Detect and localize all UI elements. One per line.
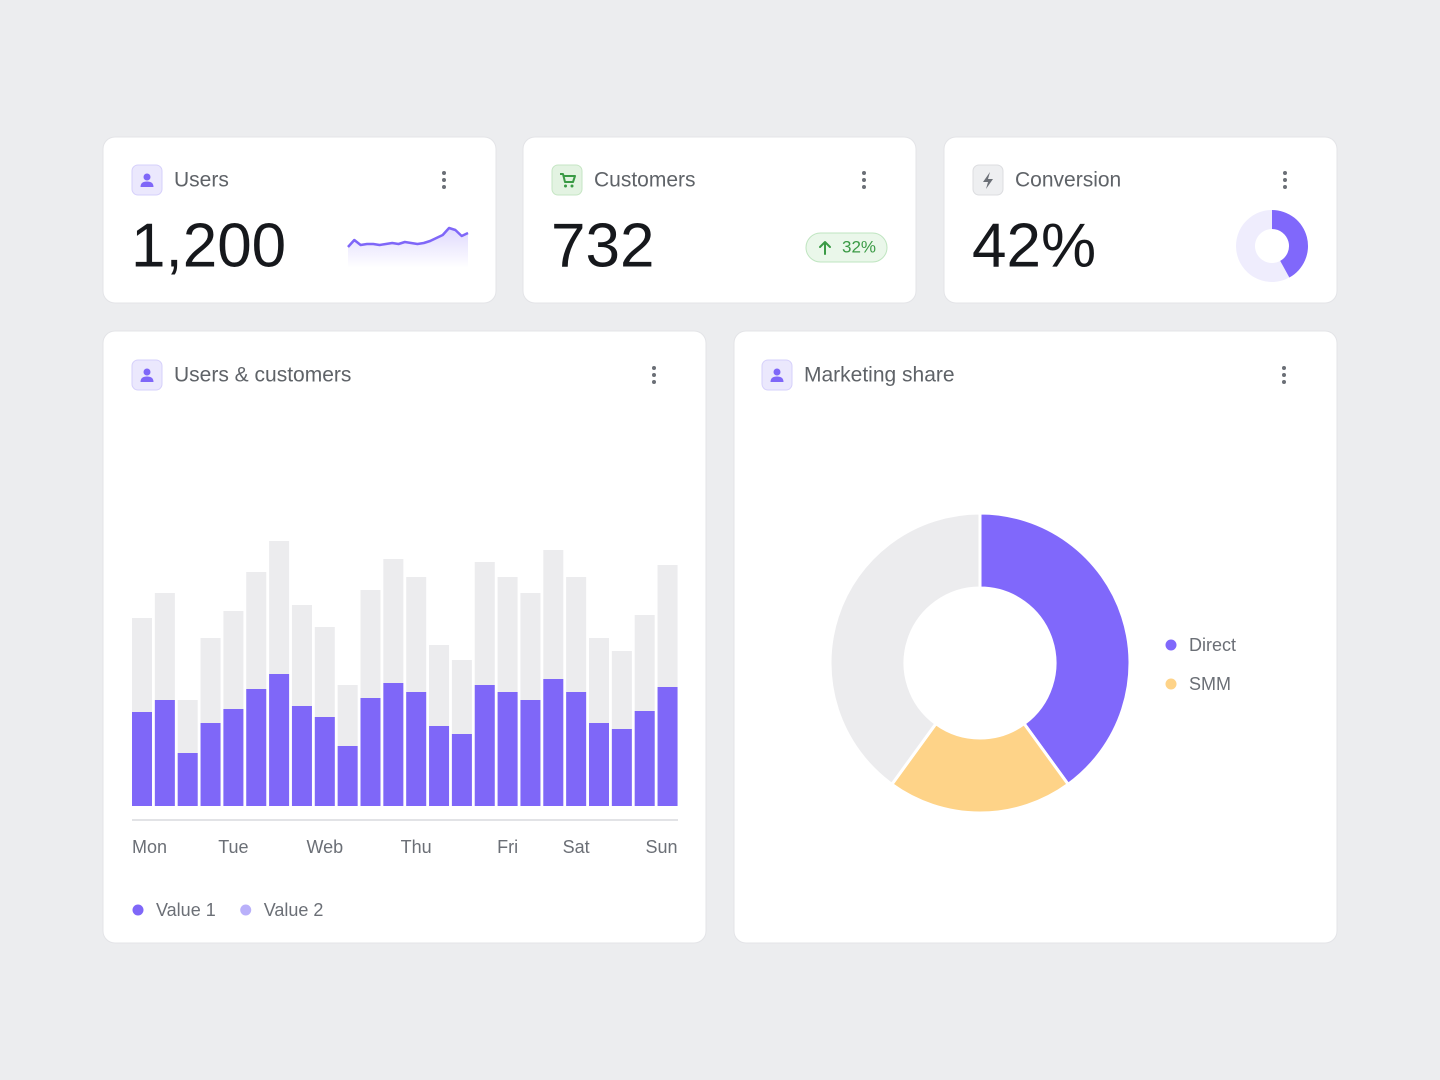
- icon-cart: [560, 173, 576, 183]
- bar: [314, 717, 335, 806]
- change-badge: [805, 232, 888, 263]
- kpi-value: 42%: [972, 211, 1096, 280]
- menu-button[interactable]: [1275, 166, 1295, 194]
- bar: [383, 683, 404, 806]
- bar: [269, 674, 290, 806]
- bar: [223, 709, 244, 806]
- icon-cart-wheel: [570, 184, 574, 188]
- icon-bg: [551, 164, 583, 196]
- legend-dot: [1165, 639, 1177, 651]
- card-title: Customers: [594, 169, 696, 192]
- bar: [291, 706, 312, 806]
- card-title: Users & customers: [174, 364, 351, 387]
- x-tick-label: Fri: [497, 837, 518, 857]
- icon-user-head: [143, 368, 151, 376]
- bar: [132, 712, 152, 806]
- donut-rest: [1236, 210, 1290, 282]
- bar: [246, 689, 267, 806]
- menu-dot: [442, 178, 446, 182]
- pie-slice: [889, 721, 1071, 815]
- bar: [657, 687, 678, 806]
- menu-dot: [1283, 185, 1287, 189]
- legend-dot: [132, 904, 144, 916]
- legend-dot: [240, 904, 252, 916]
- menu-button[interactable]: [434, 166, 454, 194]
- x-tick-label: Tue: [218, 837, 248, 857]
- bar: [360, 698, 381, 806]
- icon-user-head: [143, 173, 151, 181]
- bar: [543, 679, 564, 806]
- x-tick-label: Sat: [563, 837, 590, 857]
- menu-button[interactable]: [854, 166, 874, 194]
- icon-bolt: [983, 172, 993, 189]
- menu-dot: [1283, 178, 1287, 182]
- kpi-value: 732: [551, 211, 654, 280]
- icon-user-head: [773, 368, 781, 376]
- menu-dot: [1282, 373, 1286, 377]
- icon-user-body: [140, 181, 154, 187]
- menu-button[interactable]: [1274, 361, 1294, 389]
- menu-dot: [652, 380, 656, 384]
- bar: [200, 723, 221, 806]
- menu-dot: [652, 366, 656, 370]
- menu-dot: [862, 171, 866, 175]
- menu-dot: [1282, 380, 1286, 384]
- bar: [566, 692, 587, 806]
- bar: [497, 692, 518, 806]
- card-title: Conversion: [1015, 169, 1121, 192]
- bar: [406, 692, 427, 806]
- menu-dot: [862, 185, 866, 189]
- legend-label: Direct: [1189, 635, 1236, 655]
- bar: [520, 700, 541, 806]
- change-arrow: [819, 241, 831, 255]
- x-tick-label: Web: [306, 837, 343, 857]
- card: [733, 330, 1338, 944]
- bar: [634, 711, 655, 806]
- legend-label: Value 1: [156, 900, 216, 920]
- icon-user-body: [140, 376, 154, 382]
- legend-dot: [1165, 678, 1177, 690]
- menu-dot: [652, 373, 656, 377]
- icon-cart-wheel: [564, 184, 567, 188]
- x-tick-label: Sun: [646, 837, 678, 857]
- menu-dot: [442, 185, 446, 189]
- menu-dot: [1282, 366, 1286, 370]
- change-label: 32%: [842, 237, 876, 256]
- menu-dot: [1283, 171, 1287, 175]
- menu-dot: [862, 178, 866, 182]
- donut-value: [1272, 209, 1308, 278]
- bar: [474, 685, 495, 806]
- bar: [154, 700, 175, 806]
- card-title: Users: [174, 169, 229, 192]
- bar: [429, 726, 450, 806]
- pie-slice: [978, 511, 1132, 787]
- bar: [589, 723, 609, 806]
- bar: [611, 729, 632, 806]
- pie-slice: [828, 511, 982, 787]
- card: [943, 136, 1338, 304]
- bar: [337, 746, 358, 806]
- icon-user-body: [770, 376, 784, 382]
- legend-label: Value 2: [264, 900, 324, 920]
- x-tick-label: Mon: [132, 837, 167, 857]
- sparkline: [347, 226, 469, 248]
- menu-dot: [442, 171, 446, 175]
- card-title: Marketing share: [804, 364, 955, 387]
- menu-button[interactable]: [644, 361, 664, 389]
- bar: [177, 753, 198, 806]
- bar: [451, 734, 472, 806]
- kpi-value: 1,200: [131, 211, 286, 280]
- x-tick-label: Thu: [401, 837, 432, 857]
- legend-label: SMM: [1189, 674, 1231, 694]
